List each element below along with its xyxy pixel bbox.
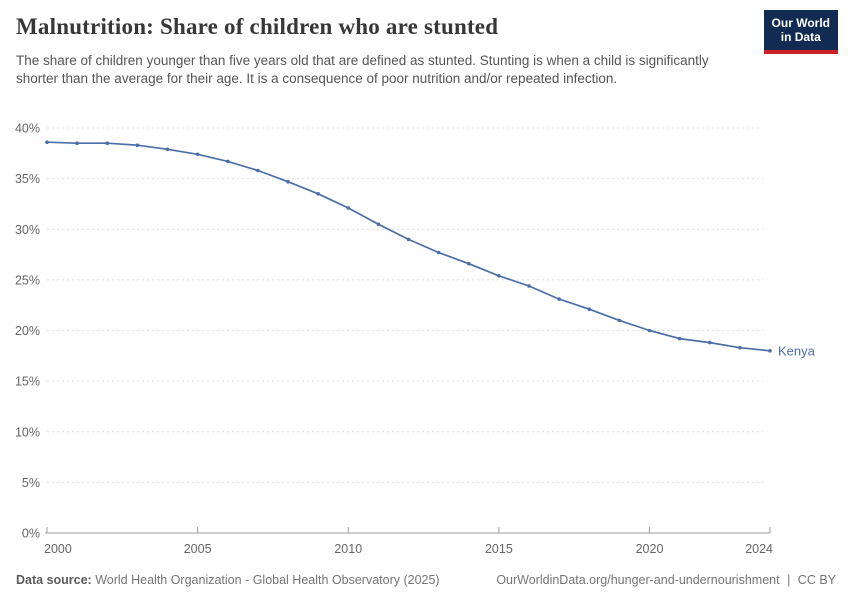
data-point[interactable] [436,250,441,255]
owid-logo-box: Our World in Data [763,10,838,50]
owid-logo-red-bar [763,49,838,54]
data-point[interactable] [497,274,501,278]
owid-logo-line1: Our World [771,16,830,30]
data-point[interactable] [647,328,652,333]
data-point[interactable] [708,340,712,345]
data-point[interactable] [677,336,682,341]
credit-separator: | [787,573,791,587]
data-point[interactable] [376,222,381,226]
data-point[interactable] [226,159,230,164]
data-point[interactable] [587,307,592,312]
x-tick-label: 2000 [44,542,72,556]
y-tick-label: 10% [15,425,40,439]
data-point[interactable] [467,261,471,266]
y-tick-label: 30% [15,223,40,237]
owid-logo[interactable]: Our World in Data [763,10,838,54]
trend-line [46,141,771,352]
data-point[interactable] [768,349,772,353]
data-point[interactable] [346,206,351,210]
data-point[interactable] [165,147,170,152]
data-point[interactable] [316,192,320,196]
owid-url-link[interactable]: OurWorldinData.org/hunger-and-undernouri… [496,573,780,587]
y-tick-label: 15% [15,375,40,389]
data-point[interactable] [286,179,290,184]
data-point[interactable] [75,141,79,145]
credit-line: OurWorldinData.org/hunger-and-undernouri… [496,573,836,587]
x-tick-label: 2024 [745,542,773,556]
x-tick-label: 2015 [485,542,513,556]
data-point[interactable] [406,237,411,242]
data-source-label: Data source: [16,573,92,587]
data-source-value: World Health Organization - Global Healt… [95,573,440,587]
page-title: Malnutrition: Share of children who are … [16,14,499,39]
data-point[interactable] [135,143,140,147]
data-point[interactable] [617,318,622,323]
data-point[interactable] [557,297,561,301]
y-tick-label: 40% [15,122,40,136]
data-point[interactable] [527,284,531,288]
x-tick-label: 2010 [334,542,362,556]
data-point[interactable] [195,152,200,157]
chart-footer: Data source: World Health Organization -… [16,573,836,587]
data-point[interactable] [256,168,260,173]
x-tick-label: 2005 [184,542,212,556]
y-tick-label: 5% [22,476,40,490]
data-point[interactable] [738,345,742,350]
license-label: CC BY [797,573,836,587]
data-point[interactable] [45,140,49,144]
y-tick-label: 25% [15,273,40,287]
line-chart: 0% 5% 10% 15% 20% 25% 30% 35% 40% 2000 2005 2010 201… [15,122,816,557]
chart-subtitle: The share of children younger than five … [16,53,709,86]
data-source: Data source: World Health Organization -… [16,573,440,587]
owid-logo-line2: in Data [780,30,821,45]
y-tick-label: 20% [15,324,40,338]
x-tick-label: 2020 [636,542,664,556]
series-end-label: Kenya [778,343,816,358]
y-tick-label: 0% [22,527,40,541]
data-point[interactable] [105,141,110,145]
y-tick-label: 35% [15,172,40,186]
